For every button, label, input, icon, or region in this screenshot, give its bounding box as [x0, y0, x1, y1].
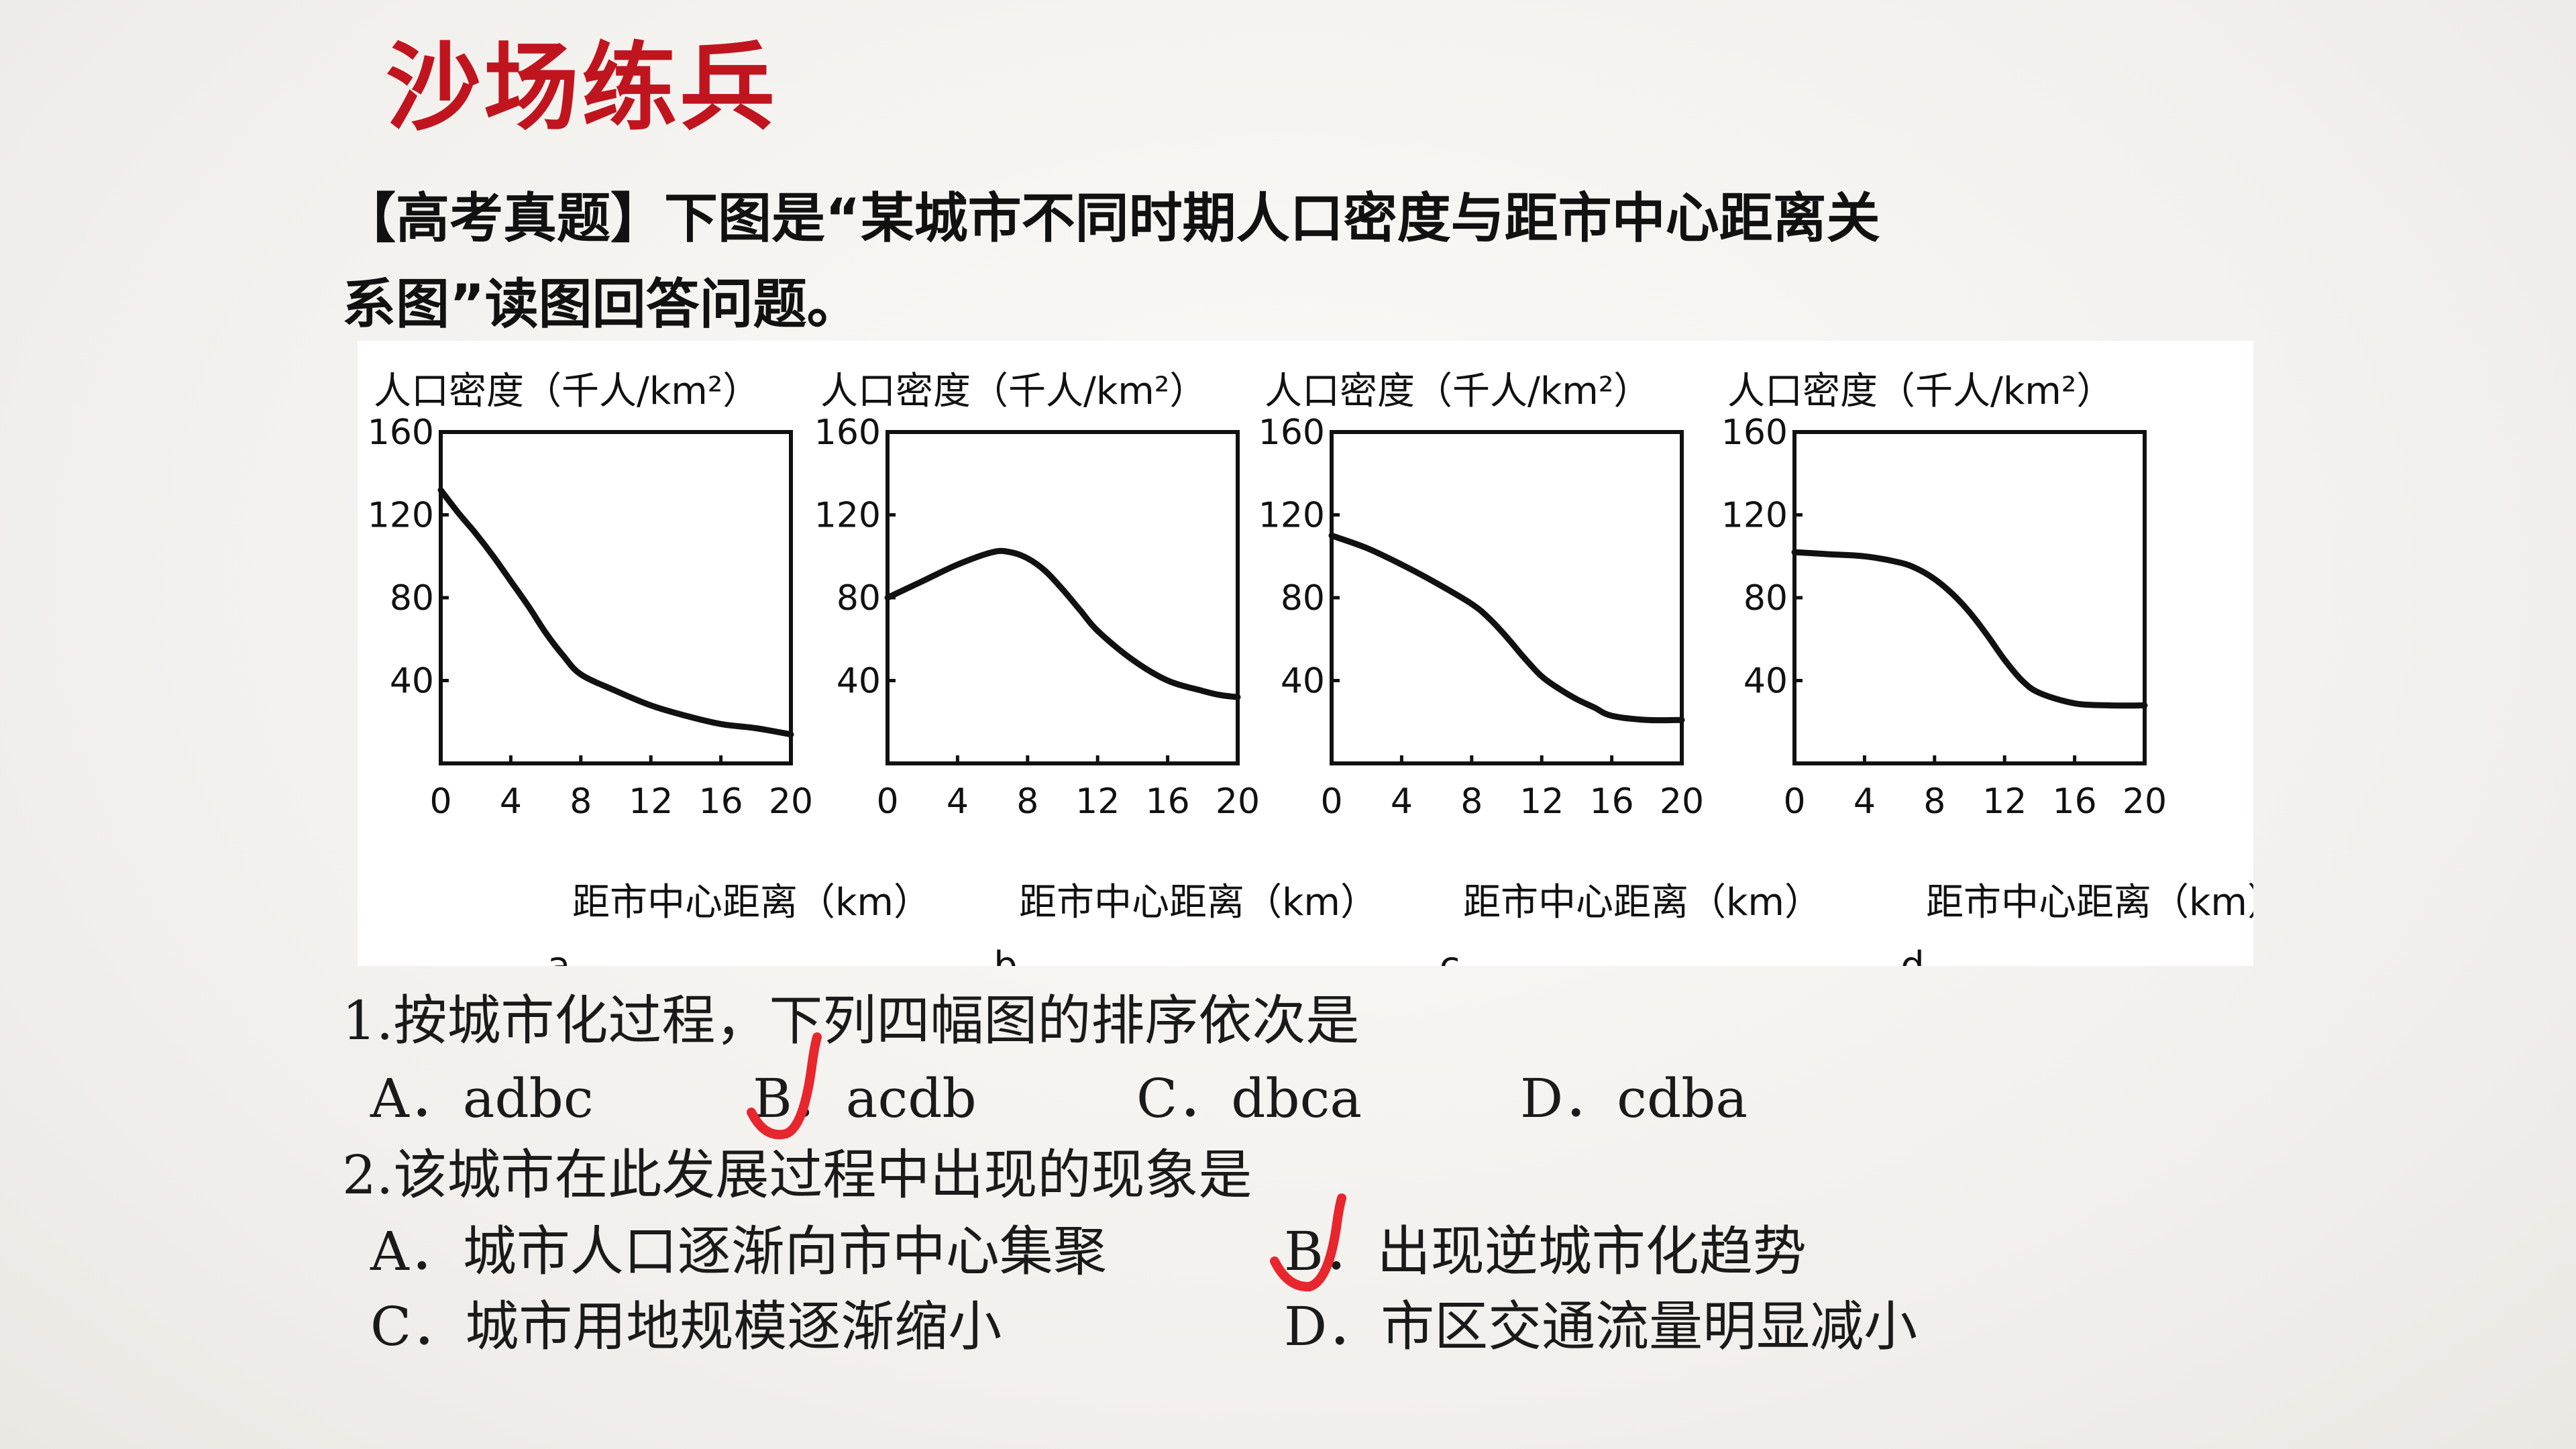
x-tick-label: 12 [1982, 782, 2027, 822]
panel-label: a [547, 944, 570, 966]
y-tick-label: 160 [368, 413, 434, 453]
x-tick-label: 20 [769, 782, 813, 822]
intro-line-1: 【高考真题】下图是“某城市不同时期人口密度与距市中心距离关 [342, 187, 1880, 250]
x-tick-label: 20 [1216, 782, 1260, 822]
y-tick-label: 40 [390, 661, 434, 702]
x-tick-label: 16 [1590, 782, 1634, 822]
chart-panel-c: 40 80 120 160 0 4 8 12 16 20 人口密度（千人/km²） 距市中心距离（km… [1258, 370, 1822, 966]
x-tick-label: 4 [500, 782, 522, 822]
x-tick-label: 12 [629, 782, 673, 822]
density-curve [884, 547, 1241, 700]
y-axis-title: 人口密度（千人/km²） [374, 370, 760, 413]
x-axis-title: 距市中心距离（km） [572, 881, 931, 924]
y-axis-title: 人口密度（千人/km²） [1265, 370, 1651, 413]
q2-option-c[interactable]: C．城市用地规模逐渐缩小 [370, 1295, 1002, 1358]
q1-option-c[interactable]: C．dbca [1136, 1067, 1362, 1130]
y-tick-label: 80 [390, 578, 434, 619]
x-tick-label: 0 [876, 782, 898, 822]
panel-label: b [994, 944, 1018, 966]
y-tick-label: 80 [1743, 578, 1788, 619]
x-tick-label: 12 [1075, 782, 1120, 822]
x-tick-label: 8 [1923, 782, 1945, 822]
y-axis-title: 人口密度（千人/km²） [820, 370, 1207, 413]
y-tick-label: 160 [1258, 413, 1325, 453]
x-tick-label: 0 [429, 782, 451, 822]
x-tick-label: 20 [1660, 782, 1704, 822]
x-tick-label: 0 [1783, 782, 1805, 822]
x-tick-label: 4 [1391, 782, 1413, 822]
panel-label: d [1900, 944, 1925, 966]
y-tick-label: 160 [814, 413, 881, 453]
y-tick-label: 160 [1721, 413, 1788, 453]
y-tick-label: 80 [837, 578, 881, 619]
x-tick-label: 4 [947, 782, 969, 822]
y-tick-label: 120 [1721, 496, 1788, 536]
y-tick-label: 120 [1258, 496, 1325, 536]
y-tick-label: 40 [1743, 661, 1788, 702]
q1-option-b[interactable]: B．acdb [753, 1067, 977, 1130]
x-tick-label: 0 [1320, 782, 1342, 822]
q2-option-a[interactable]: A．城市人口逐渐向市中心集聚 [370, 1220, 1107, 1283]
question-1-stem: 1.按城市化过程，下列四幅图的排序依次是 [342, 989, 1360, 1052]
chart-figure: 40 80 120 160 0 4 8 12 16 20 人口密度（千人/km²） 距市中心距离（km… [358, 341, 2253, 966]
q2-option-d[interactable]: D．市区交通流量明显减小 [1284, 1295, 1918, 1358]
chart-panel-d: 40 80 120 160 0 4 8 12 16 20 人口密度（千人/km²） 距市中心距离（km… [1721, 370, 2253, 966]
plot-frame [885, 430, 1240, 765]
x-tick-label: 8 [1016, 782, 1038, 822]
x-tick-label: 16 [1146, 782, 1190, 822]
x-axis-title: 距市中心距离（km） [1019, 881, 1378, 924]
x-tick-label: 8 [570, 782, 592, 822]
y-tick-label: 40 [1281, 661, 1325, 702]
chart-panel-a: 40 80 120 160 0 4 8 12 16 20 人口密度（千人/km²） 距市中心距离（km… [368, 370, 931, 966]
y-tick-label: 80 [1281, 578, 1325, 619]
question-2-stem: 2.该城市在此发展过程中出现的现象是 [342, 1144, 1252, 1206]
intro-line-2: 系图”读图回答问题。 [342, 273, 861, 335]
x-tick-label: 20 [2123, 782, 2167, 822]
y-tick-label: 40 [837, 661, 881, 702]
chart-panel-b: 40 80 120 160 0 4 8 12 16 20 人口密度（千人/km²） 距市中心距离（km… [814, 370, 1378, 966]
page-title: 沙场练兵 [386, 33, 777, 144]
y-axis-title: 人口密度（千人/km²） [1727, 370, 2114, 413]
density-curve [1791, 549, 2148, 709]
x-axis-title: 距市中心距离（km） [1926, 881, 2253, 924]
y-tick-label: 120 [368, 496, 434, 536]
q2-option-b[interactable]: B．出现逆城市化趋势 [1284, 1220, 1807, 1283]
plot-frame [1330, 430, 1684, 765]
x-tick-label: 16 [2053, 782, 2097, 822]
x-tick-label: 12 [1519, 782, 1564, 822]
x-tick-label: 16 [699, 782, 743, 822]
density-curve [1328, 532, 1685, 724]
q1-option-d[interactable]: D．cdba [1520, 1067, 1748, 1130]
x-tick-label: 8 [1460, 782, 1483, 822]
x-axis-title: 距市中心距离（km） [1463, 881, 1822, 924]
y-tick-label: 120 [814, 496, 881, 536]
panel-label: c [1440, 944, 1460, 966]
density-curve [437, 487, 794, 738]
plot-frame [439, 430, 793, 765]
q1-option-a[interactable]: A．adbc [370, 1067, 594, 1130]
question-intro: 【高考真题】下图是“某城市不同时期人口密度与距市中心距离关 系图”读图回答问题。 [342, 176, 2153, 347]
plot-frame [1792, 430, 2147, 765]
x-tick-label: 4 [1854, 782, 1876, 822]
